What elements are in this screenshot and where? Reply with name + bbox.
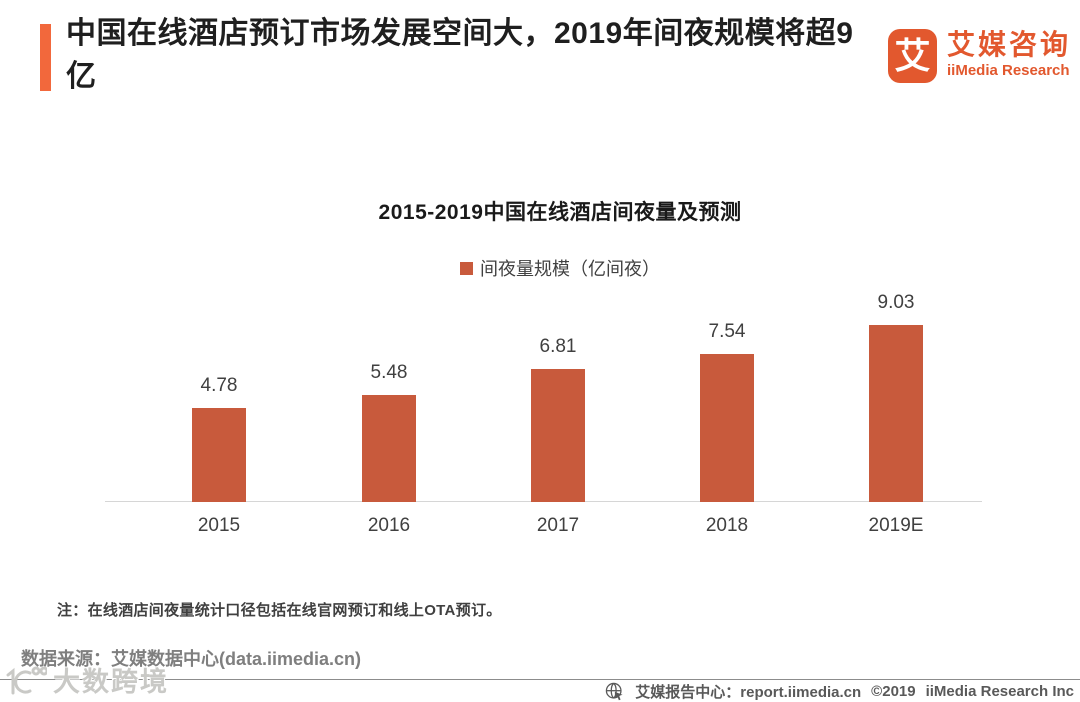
logo-text: 艾媒咨询 iiMedia Research xyxy=(947,29,1071,81)
bar xyxy=(192,408,246,502)
iimedia-logo: 艾 艾媒咨询 iiMedia Research xyxy=(888,29,1071,83)
bar-group-2016: 5.48 xyxy=(319,363,459,502)
bar-value-label: 6.81 xyxy=(539,336,577,357)
data-source: 数据来源：艾媒数据中心(data.iimedia.cn) xyxy=(21,649,362,669)
logo-name-cn: 艾媒咨询 xyxy=(947,29,1072,60)
bar-group-2018: 7.54 xyxy=(657,322,797,502)
footer-company: iiMedia Research Inc xyxy=(925,683,1074,700)
footer-copyright: ©2019 xyxy=(871,683,916,700)
footer-report-center: 艾媒报告中心：report.iimedia.cn xyxy=(635,684,862,701)
x-axis-label: 2016 xyxy=(367,515,411,536)
watermark-logo-icon xyxy=(6,666,47,694)
logo-name-en: iiMedia Research xyxy=(947,62,1070,79)
legend-label: 间夜量规模（亿间夜） xyxy=(480,259,660,279)
bar xyxy=(700,354,754,502)
page-title: 中国在线酒店预订市场发展空间大，2019年间夜规模将超9亿 xyxy=(66,17,854,93)
x-axis-label: 2019E xyxy=(868,515,924,536)
bar-group-2019E: 9.03 xyxy=(826,293,966,502)
bar-group-2015: 4.78 xyxy=(149,376,289,502)
bar xyxy=(531,369,585,502)
x-axis-label: 2018 xyxy=(705,515,749,536)
chart-note: 注：在线酒店间夜量统计口径包括在线官网预订和线上OTA预订。 xyxy=(57,602,502,619)
bar-group-2017: 6.81 xyxy=(488,337,628,502)
title-accent-bar xyxy=(40,24,51,91)
chart-legend: 间夜量规模（亿间夜） xyxy=(100,255,1020,281)
bar-value-label: 9.03 xyxy=(877,292,915,313)
chart-title: 2015-2019中国在线酒店间夜量及预测 xyxy=(378,201,742,224)
bar-value-label: 4.78 xyxy=(200,375,238,396)
footer-divider xyxy=(0,679,1080,680)
logo-mark-glyph: 艾 xyxy=(894,35,931,76)
bar-value-label: 5.48 xyxy=(370,362,408,383)
legend-swatch-icon xyxy=(460,261,473,275)
footer: 艾媒报告中心：report.iimedia.cn ©2019 iiMedia R… xyxy=(604,681,1074,702)
bar xyxy=(869,325,923,502)
globe-cursor-icon xyxy=(606,682,623,701)
iimedia-logo-icon: 艾 xyxy=(888,29,937,83)
x-axis-label: 2017 xyxy=(536,515,580,536)
bar-value-label: 7.54 xyxy=(708,321,746,342)
x-axis-label: 2015 xyxy=(197,515,241,536)
bar xyxy=(362,395,416,502)
watermark: 大数跨境 xyxy=(3,660,169,699)
watermark-label: 大数跨境 xyxy=(53,667,169,697)
